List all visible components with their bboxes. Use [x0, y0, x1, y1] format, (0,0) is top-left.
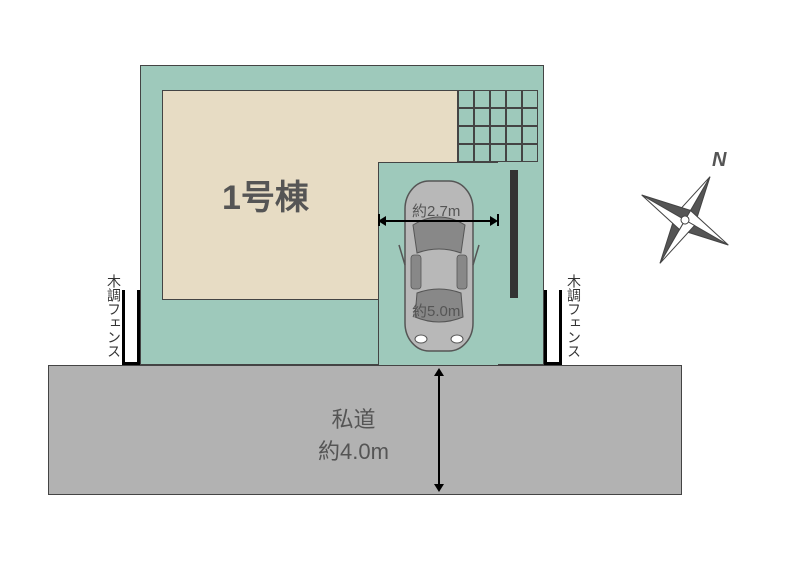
compass-north-label: N	[712, 149, 726, 172]
site-plan: 1号棟 約2.7m 約5.0m 私道 約4.0m 木調フェンス 木調フェンス N	[0, 0, 800, 579]
tile	[490, 144, 506, 162]
fence-left	[122, 290, 140, 365]
tile	[506, 126, 522, 144]
building-1-label: 1号棟	[222, 170, 309, 219]
compass-icon	[630, 165, 740, 275]
tile	[506, 108, 522, 126]
tile	[506, 90, 522, 108]
fence-right	[544, 290, 562, 365]
parking-width-label: 約2.7m	[412, 200, 460, 221]
road-label: 私道 約4.0m	[318, 402, 389, 466]
tile	[490, 108, 506, 126]
fence-left-label: 木調フェンス	[104, 274, 124, 358]
tile	[474, 90, 490, 108]
parking-length-label: 約5.0m	[412, 300, 460, 321]
tile	[458, 90, 474, 108]
tile	[506, 144, 522, 162]
fence-inner	[510, 170, 518, 298]
tile	[458, 126, 474, 144]
fence-right-label: 木調フェンス	[564, 274, 584, 358]
tile	[458, 108, 474, 126]
tile	[458, 144, 474, 162]
tile	[522, 108, 538, 126]
road-label-2: 約4.0m	[318, 434, 389, 466]
tile	[474, 144, 490, 162]
road-label-1: 私道	[318, 402, 389, 434]
tile	[490, 90, 506, 108]
tile	[474, 108, 490, 126]
tile	[522, 90, 538, 108]
tile	[474, 126, 490, 144]
tile	[490, 126, 506, 144]
tile	[522, 144, 538, 162]
tile	[522, 126, 538, 144]
entrance-tiles	[458, 90, 538, 162]
